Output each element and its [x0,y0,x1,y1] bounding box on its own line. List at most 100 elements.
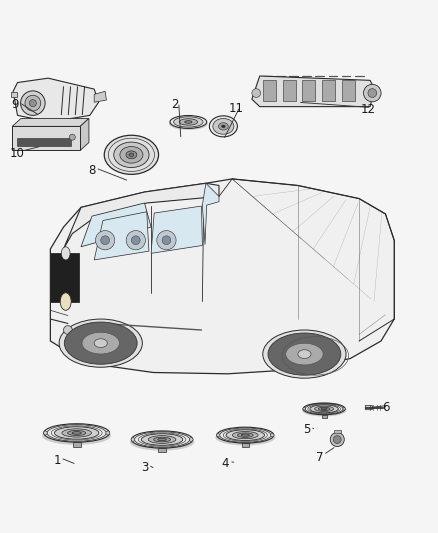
Ellipse shape [141,434,183,445]
Circle shape [29,100,36,107]
Ellipse shape [215,430,275,446]
Circle shape [126,231,145,250]
Polygon shape [94,212,149,260]
Ellipse shape [217,427,274,443]
Circle shape [69,134,75,140]
Ellipse shape [173,117,203,127]
Circle shape [189,438,193,441]
Ellipse shape [131,431,193,448]
Ellipse shape [82,332,120,354]
Ellipse shape [263,330,346,378]
Ellipse shape [64,322,137,364]
FancyBboxPatch shape [17,138,71,146]
Ellipse shape [120,147,143,163]
FancyBboxPatch shape [11,92,17,98]
Circle shape [43,431,47,435]
Circle shape [330,432,344,447]
Ellipse shape [179,119,198,125]
Ellipse shape [154,437,170,442]
Ellipse shape [42,426,111,445]
Circle shape [131,438,135,441]
Ellipse shape [219,123,228,130]
Polygon shape [252,76,374,107]
Ellipse shape [222,125,225,128]
Ellipse shape [286,343,323,365]
Circle shape [21,91,45,115]
FancyBboxPatch shape [334,430,341,433]
Ellipse shape [126,151,137,159]
Text: 1: 1 [53,454,61,466]
Ellipse shape [94,339,107,348]
Text: 3: 3 [141,461,148,474]
Ellipse shape [237,433,253,437]
Polygon shape [80,118,89,150]
Ellipse shape [54,427,99,439]
Ellipse shape [62,429,92,437]
Circle shape [106,431,110,435]
Circle shape [333,435,341,443]
Polygon shape [13,78,99,122]
Ellipse shape [303,403,345,415]
Ellipse shape [226,430,265,440]
Circle shape [343,408,345,410]
Circle shape [271,433,274,437]
Ellipse shape [158,438,166,441]
Polygon shape [12,118,89,126]
Circle shape [162,236,171,245]
Ellipse shape [302,405,346,416]
Polygon shape [64,183,219,249]
Bar [73,442,81,447]
Bar [321,415,327,418]
Text: 4: 4 [222,457,230,470]
FancyBboxPatch shape [283,80,296,101]
Ellipse shape [318,407,330,410]
Ellipse shape [60,293,71,310]
Ellipse shape [104,135,159,174]
Ellipse shape [209,116,237,137]
Polygon shape [202,183,219,245]
Circle shape [364,84,381,102]
Polygon shape [151,206,202,253]
Text: 6: 6 [381,401,389,414]
Bar [159,448,166,453]
FancyBboxPatch shape [342,80,355,101]
Text: 7: 7 [316,450,324,464]
Ellipse shape [321,408,327,410]
Ellipse shape [298,350,311,359]
Ellipse shape [129,153,134,157]
Polygon shape [50,179,394,374]
Circle shape [95,231,115,250]
Bar [242,443,249,447]
Circle shape [303,408,305,410]
FancyBboxPatch shape [365,405,372,410]
Ellipse shape [213,118,234,134]
Ellipse shape [67,431,86,435]
Circle shape [25,95,41,111]
Text: 12: 12 [360,103,375,116]
FancyBboxPatch shape [50,253,79,302]
Polygon shape [81,203,151,247]
Ellipse shape [241,434,249,436]
Ellipse shape [169,118,208,130]
FancyBboxPatch shape [12,126,80,150]
Circle shape [157,231,176,250]
Circle shape [368,88,377,98]
Ellipse shape [61,247,70,260]
Ellipse shape [185,120,192,123]
Text: 9: 9 [11,98,19,111]
Polygon shape [94,91,106,102]
FancyBboxPatch shape [302,80,315,101]
Ellipse shape [130,433,194,450]
Ellipse shape [268,333,341,375]
Text: 5: 5 [303,423,310,436]
FancyBboxPatch shape [263,80,276,101]
Circle shape [131,236,140,245]
Ellipse shape [44,424,110,442]
Circle shape [101,236,110,245]
Circle shape [252,88,261,98]
Ellipse shape [170,116,207,128]
Text: 8: 8 [88,164,95,176]
Ellipse shape [310,405,338,413]
Ellipse shape [148,435,176,443]
Text: 11: 11 [229,102,244,115]
